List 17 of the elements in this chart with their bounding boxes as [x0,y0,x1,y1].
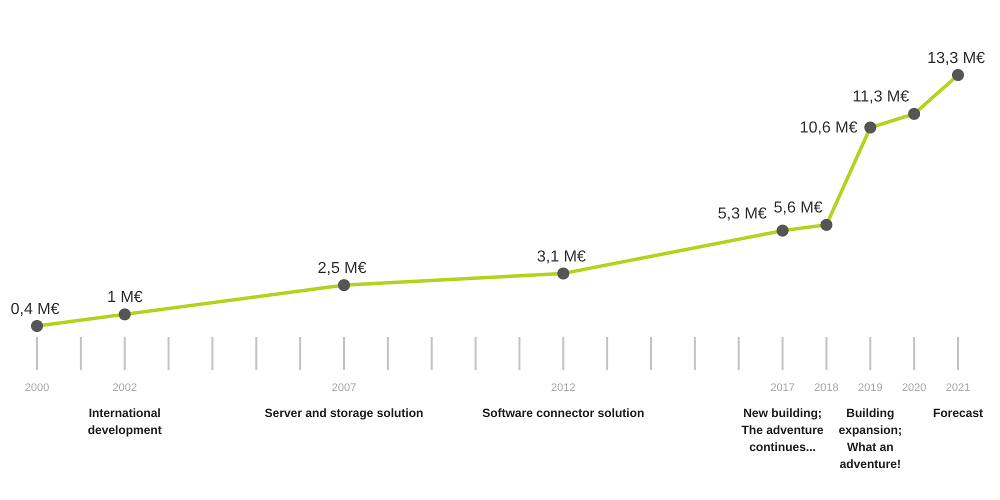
data-label: 1 M€ [107,289,143,306]
x-tick-label: 2000 [24,382,50,394]
x-tick-label: 2007 Server and storage solution [264,382,424,420]
x-tick-label: 2020 [902,382,926,394]
x-tick-label: 2019 Building expansion; What an adventure! [838,382,902,471]
x-tick-label: 2002 International development [88,382,162,437]
data-label: 5,6 M€ [774,200,823,217]
data-label: 13,3 M€ [927,50,986,67]
data-label: 5,3 M€ [718,205,767,222]
x-tick-label: 2021 Forecast [932,382,984,420]
data-label: 11,3 M€ [852,88,910,106]
data-label: 3,1 M€ [536,248,586,266]
data-label: 10,6 M€ [800,119,858,136]
x-tick-label: 2012 Software connector solution [482,382,644,420]
data-label: 2,5 M€ [318,260,367,277]
data-label: 0,4 M€ [10,300,60,318]
x-tick-label: 2018 [814,382,839,394]
